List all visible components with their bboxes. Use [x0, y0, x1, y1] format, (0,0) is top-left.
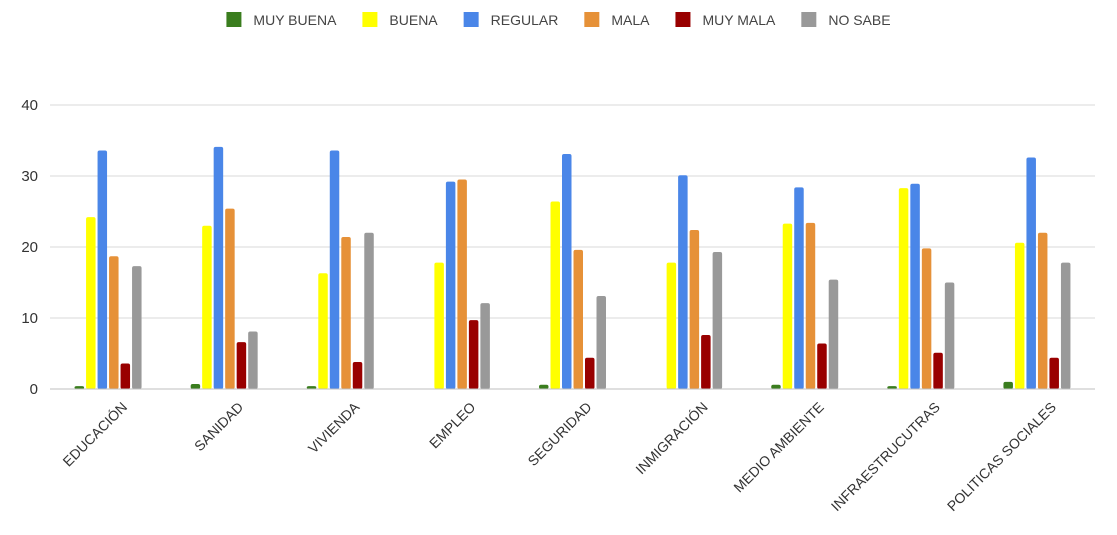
legend-swatch [584, 12, 600, 27]
bar-politicas-sociales-no-sabe [1060, 262, 1071, 389]
bar-seguridad-muy-buena [539, 384, 549, 389]
bar-empleo-buena [434, 262, 444, 389]
bar-politicas-sociales-muy-buena [1003, 381, 1013, 389]
bar-seguridad-regular [562, 153, 572, 389]
bar-empleo-regular [445, 181, 456, 389]
bar-seguridad-buena [550, 201, 560, 389]
legend-label: NO SABE [828, 12, 890, 28]
bar-vivienda-regular [329, 150, 340, 389]
x-category-label: SANIDAD [191, 399, 246, 454]
bar-vivienda-buena [318, 273, 328, 389]
bar-infraestrucutras-muy-buena [887, 386, 897, 389]
bar-politicas-sociales-buena [1014, 242, 1025, 389]
bar-empleo-no-sabe [480, 303, 490, 389]
bar-vivienda-muy-mala [352, 362, 363, 389]
legend-label: MUY MALA [702, 12, 776, 28]
bar-infraestrucutras-mala [921, 248, 932, 389]
bar-medio-ambiente-muy-buena [771, 384, 781, 389]
bar-empleo-muy-mala [468, 320, 479, 389]
bar-sanidad-regular [213, 146, 224, 389]
y-tick-label: 40 [21, 97, 38, 114]
y-tick-label: 0 [30, 381, 38, 398]
legend-swatch [463, 12, 479, 27]
bar-sanidad-no-sabe [248, 331, 258, 389]
bar-inmigracion-regular [678, 175, 688, 389]
bar-medio-ambiente-buena [782, 223, 793, 389]
x-category-label: EMPLEO [426, 399, 479, 452]
bar-group-politicas-sociales [1003, 157, 1071, 389]
bar-educacion-regular [97, 150, 108, 389]
legend-swatch [362, 12, 378, 27]
bar-inmigracion-no-sabe [712, 251, 723, 389]
bar-educacion-no-sabe [132, 266, 142, 389]
bar-educacion-mala [109, 256, 119, 389]
y-tick-label: 20 [21, 239, 38, 256]
bar-medio-ambiente-mala [805, 222, 816, 389]
bar-sanidad-muy-buena [190, 384, 201, 389]
bar-infraestrucutras-no-sabe [944, 282, 955, 389]
legend-item-muy-buena: MUY BUENA [226, 12, 337, 28]
bar-group-infraestrucutras [887, 183, 955, 389]
y-tick-label: 10 [21, 310, 38, 327]
x-category-label: INFRAESTRUCUTRAS [828, 399, 943, 514]
bar-group-seguridad [539, 153, 606, 389]
legend-item-no-sabe: NO SABE [801, 12, 891, 28]
legend-swatch [801, 12, 817, 27]
bar-infraestrucutras-regular [910, 183, 920, 389]
y-axis-ticks: 0 10 20 30 40 [21, 97, 38, 398]
legend-item-muy-mala: MUY MALA [675, 12, 776, 28]
bar-vivienda-mala [341, 237, 351, 389]
bar-sanidad-muy-mala [236, 342, 247, 389]
x-category-label: VIVIENDA [305, 398, 363, 456]
x-category-label: POLITICAS SOCIALES [944, 399, 1059, 514]
bar-group-educacion [74, 150, 142, 389]
bar-educacion-buena [86, 217, 96, 389]
bar-group-empleo [434, 179, 490, 389]
bar-sanidad-buena [202, 225, 212, 389]
bar-politicas-sociales-regular [1026, 157, 1036, 389]
bar-politicas-sociales-muy-mala [1049, 357, 1059, 389]
x-category-label: EDUCACIÓN [59, 399, 130, 470]
bar-medio-ambiente-muy-mala [817, 343, 827, 389]
bar-group-vivienda [306, 150, 374, 389]
bar-empleo-mala [457, 179, 467, 389]
legend: MUY BUENA BUENA REGULAR MALA MUY MALA NO SABE [226, 12, 891, 28]
legend-swatch [226, 12, 242, 27]
bar-inmigracion-mala [689, 229, 700, 389]
bar-sanidad-mala [225, 208, 235, 389]
legend-item-buena: BUENA [362, 12, 438, 28]
x-category-label: SEGURIDAD [524, 399, 594, 469]
x-category-label: MEDIO AMBIENTE [730, 399, 827, 496]
legend-item-mala: MALA [584, 12, 650, 28]
legend-label: MUY BUENA [253, 12, 337, 28]
legend-label: REGULAR [491, 12, 559, 28]
bar-educacion-muy-buena [74, 386, 85, 389]
bar-seguridad-muy-mala [585, 357, 595, 389]
bar-infraestrucutras-buena [898, 188, 909, 389]
bar-vivienda-no-sabe [364, 232, 374, 389]
bar-seguridad-no-sabe [596, 295, 606, 389]
bar-educacion-muy-mala [120, 363, 131, 389]
y-gridlines [50, 104, 1095, 319]
bar-vivienda-muy-buena [306, 386, 317, 389]
bar-group-medio-ambiente [771, 187, 839, 389]
bar-medio-ambiente-no-sabe [828, 279, 839, 389]
bar-inmigracion-buena [666, 262, 677, 389]
bar-inmigracion-muy-mala [701, 335, 711, 389]
bar-group-inmigracion [666, 175, 723, 389]
bar-infraestrucutras-muy-mala [933, 352, 943, 389]
y-tick-label: 30 [21, 168, 38, 185]
legend-label: BUENA [389, 12, 438, 28]
bar-seguridad-mala [573, 249, 583, 389]
bar-politicas-sociales-mala [1037, 232, 1048, 389]
bars [74, 146, 1071, 389]
x-category-label: INMIGRACIÓN [632, 399, 710, 477]
x-axis-category-labels: EDUCACIÓN SANIDAD VIVIENDA EMPLEO SEGURIDAD I… [59, 398, 1059, 514]
bar-group-sanidad [190, 146, 258, 389]
legend-item-regular: REGULAR [463, 12, 559, 28]
legend-swatch [675, 12, 691, 27]
legend-label: MALA [611, 12, 650, 28]
bar-medio-ambiente-regular [794, 187, 804, 389]
